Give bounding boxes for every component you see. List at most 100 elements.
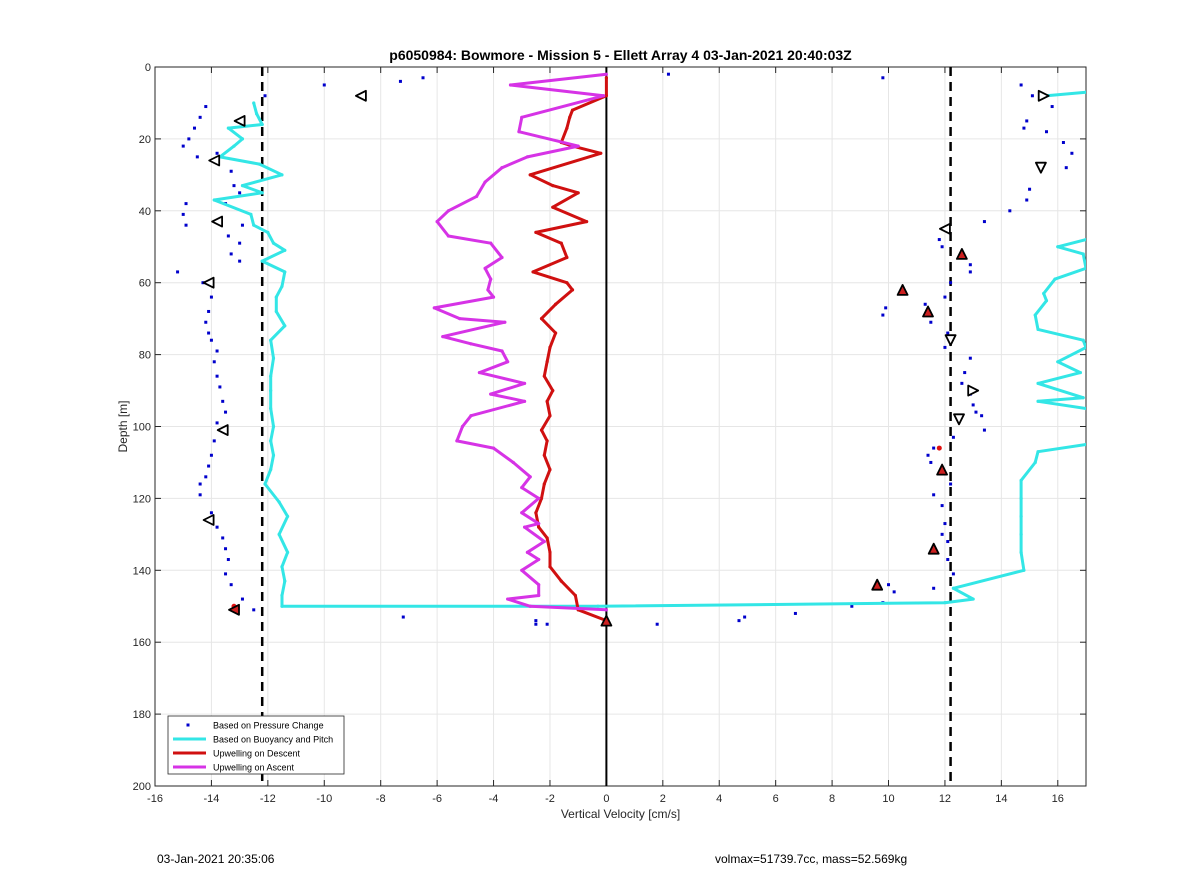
triangle-marker [956,247,968,260]
series-point [226,126,230,130]
series-point [596,604,600,608]
pressure-point [850,604,854,608]
series-point [483,180,487,184]
series-point [263,482,267,486]
triangle-marker [936,463,948,476]
pressure-point [881,76,885,80]
pressure-point [226,234,230,238]
x-tick-label: 16 [1052,793,1064,805]
triangle-marker [216,424,229,437]
pressure-point [238,241,242,245]
series-line [432,72,607,612]
series-point [260,259,264,263]
pressure-point [195,155,199,159]
series-point [446,209,451,213]
y-tick-label: 60 [139,278,151,290]
pressure-point [940,504,944,508]
pressure-point [737,619,741,623]
pressure-point [940,532,944,536]
pressure-point [184,223,188,227]
series-point [257,162,261,166]
series-point [520,511,524,515]
pressure-point [545,622,549,626]
pressure-point [1064,166,1068,170]
pressure-point [215,349,219,353]
pressure-point [946,331,950,335]
pressure-point [229,583,233,587]
series-point [534,230,538,234]
series-point [503,320,507,324]
series-point [565,255,569,260]
triangle-marker [202,514,215,526]
x-tick-label: -8 [376,793,386,805]
series-line [212,102,1086,608]
triangle-marker [922,305,934,318]
series-point [576,144,580,148]
y-tick-label: 0 [145,62,151,74]
series-point [528,604,532,608]
series-point [539,317,544,321]
series-point [534,511,538,515]
series-point [277,532,281,536]
series-point [435,219,439,224]
pressure-point [1050,105,1054,109]
series-point [601,94,606,98]
series-point [460,424,465,429]
triangle-marker [233,115,246,127]
pressure-point [229,169,233,173]
series-point [528,475,532,479]
series-point [240,137,245,141]
series-point [455,439,459,443]
series-point [517,130,521,134]
series-point [520,568,524,572]
series-point [469,414,473,418]
series-point [1084,442,1086,447]
series-point [285,514,290,518]
series-point [1081,252,1085,256]
series-point [943,601,947,605]
pressure-point [204,105,208,109]
pressure-point [951,572,955,576]
series-point [432,306,436,310]
series-point [604,94,608,98]
series-point [1036,327,1040,332]
series-point [511,460,515,465]
plot-content [176,67,1086,786]
pressure-point [982,220,986,224]
triangle-marker [1035,161,1047,174]
pressure-point [1070,151,1074,155]
series-point [486,288,490,292]
pressure-point [534,619,538,623]
series-point [545,399,549,403]
pressure-point [926,453,930,457]
pressure-point [221,399,225,403]
series-point [551,184,555,188]
pressure-point [215,151,219,155]
pressure-point [932,586,936,590]
triangle-marker [944,334,957,347]
series-point [271,453,276,457]
pressure-point [192,126,196,130]
series-point [559,241,563,245]
pressure-point [263,94,267,98]
series-point [537,521,541,526]
series-point [522,399,527,403]
series-point [252,101,256,105]
pressure-point [887,583,891,587]
series-point [1036,399,1040,403]
series-point [570,108,575,112]
y-tick-label: 140 [133,565,151,577]
x-tick-label: -4 [489,793,499,805]
series-point [269,468,273,472]
pressure-point [221,536,225,540]
series-point [441,335,445,339]
series-point [271,356,276,360]
series-point [489,277,493,281]
legend-swatch [186,723,190,727]
series-point [280,565,284,569]
series-point [528,173,532,177]
series-point [269,439,273,443]
pressure-point [943,522,947,526]
pressure-point [943,295,947,299]
pressure-point [968,270,972,274]
